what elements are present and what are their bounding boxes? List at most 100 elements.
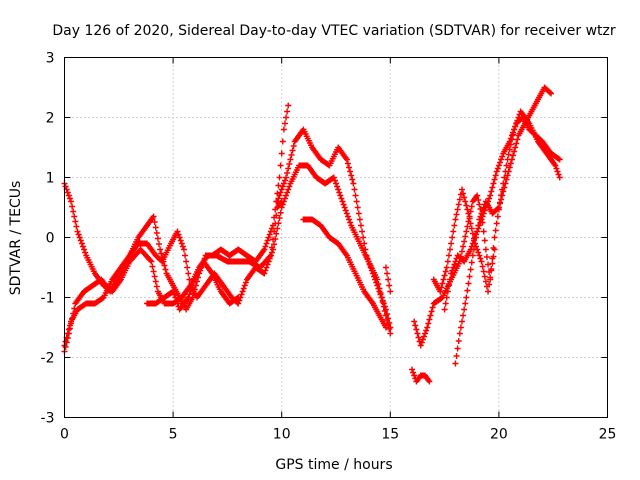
data-point xyxy=(501,184,508,191)
data-point xyxy=(452,360,459,367)
data-point xyxy=(384,311,391,317)
data-point xyxy=(191,286,198,293)
data-point xyxy=(350,180,357,187)
data-point xyxy=(460,190,467,197)
data-point xyxy=(276,174,283,181)
data-point xyxy=(184,264,191,271)
data-point xyxy=(346,164,353,171)
data-point xyxy=(64,189,71,196)
data-point xyxy=(379,297,386,304)
data-point xyxy=(277,209,284,216)
data-point xyxy=(65,192,72,199)
data-point xyxy=(356,216,363,223)
data-point xyxy=(512,144,519,151)
data-layer xyxy=(61,84,563,385)
data-point xyxy=(510,152,517,159)
data-point xyxy=(468,259,475,266)
data-point xyxy=(409,366,416,373)
data-point xyxy=(272,206,279,213)
data-point xyxy=(451,222,458,229)
data-point xyxy=(485,198,492,205)
data-point xyxy=(428,308,435,315)
data-point xyxy=(66,322,73,329)
data-point xyxy=(507,135,514,142)
data-point xyxy=(487,192,494,199)
data-point xyxy=(190,279,197,286)
data-point xyxy=(270,246,277,253)
data-point xyxy=(511,126,518,133)
data-point xyxy=(150,268,157,275)
data-point xyxy=(475,225,482,232)
data-point xyxy=(443,264,450,271)
data-point xyxy=(368,267,375,274)
data-point xyxy=(469,230,476,237)
x-tick-label: 10 xyxy=(273,427,291,443)
data-point xyxy=(482,246,489,253)
data-point xyxy=(152,224,159,231)
data-point xyxy=(347,168,354,175)
data-point xyxy=(360,234,367,241)
y-tick-label: 2 xyxy=(46,111,55,127)
data-point xyxy=(382,306,389,313)
data-point xyxy=(361,240,368,247)
data-point xyxy=(265,234,272,241)
series-trace-c xyxy=(61,102,292,349)
data-point xyxy=(283,192,290,199)
data-point xyxy=(479,263,486,270)
chart-title: Day 126 of 2020, Sidereal Day-to-day VTE… xyxy=(52,23,616,39)
data-point xyxy=(183,258,190,265)
data-point xyxy=(451,261,458,268)
data-point xyxy=(81,246,88,253)
data-point xyxy=(283,114,290,121)
data-point xyxy=(277,162,284,169)
data-point xyxy=(492,172,499,179)
data-point xyxy=(153,230,160,236)
data-point xyxy=(494,213,501,220)
tick-layer: 0 5 10 15 20 25 -3 -2 -1 0 1 2 3 xyxy=(41,51,617,443)
data-point xyxy=(161,262,168,269)
data-point xyxy=(555,171,562,178)
data-point xyxy=(444,288,451,295)
data-point xyxy=(240,285,247,292)
data-point xyxy=(241,282,248,289)
data-point xyxy=(476,201,483,208)
data-point xyxy=(553,165,560,172)
data-point xyxy=(386,282,393,289)
data-point xyxy=(289,147,296,154)
data-point xyxy=(429,304,436,311)
data-point xyxy=(502,180,509,187)
data-point xyxy=(556,174,563,181)
data-point xyxy=(437,288,444,295)
data-point xyxy=(349,176,356,183)
data-point xyxy=(472,234,479,241)
data-point xyxy=(71,213,78,220)
data-point xyxy=(473,231,480,238)
data-point xyxy=(280,180,287,187)
data-point xyxy=(546,89,553,96)
data-point xyxy=(235,294,242,301)
data-point xyxy=(352,192,359,199)
data-point xyxy=(492,227,499,234)
data-point xyxy=(503,162,510,169)
data-point xyxy=(381,303,388,310)
data-point xyxy=(466,215,473,222)
data-point xyxy=(504,172,511,179)
data-point xyxy=(498,196,505,203)
y-axis-label: SDTVAR / TECUs xyxy=(8,181,24,296)
data-point xyxy=(335,186,342,193)
data-point xyxy=(417,342,424,349)
data-point xyxy=(340,201,347,208)
data-point xyxy=(190,290,197,297)
data-point xyxy=(443,294,450,301)
data-point xyxy=(374,282,381,289)
data-point xyxy=(285,165,292,172)
data-point xyxy=(185,270,192,277)
data-point xyxy=(378,294,385,301)
data-point xyxy=(457,324,464,331)
data-point xyxy=(548,90,555,97)
data-point xyxy=(333,180,339,187)
data-point xyxy=(343,156,350,163)
data-point xyxy=(176,234,183,241)
data-point xyxy=(489,184,496,191)
data-point xyxy=(454,345,461,352)
